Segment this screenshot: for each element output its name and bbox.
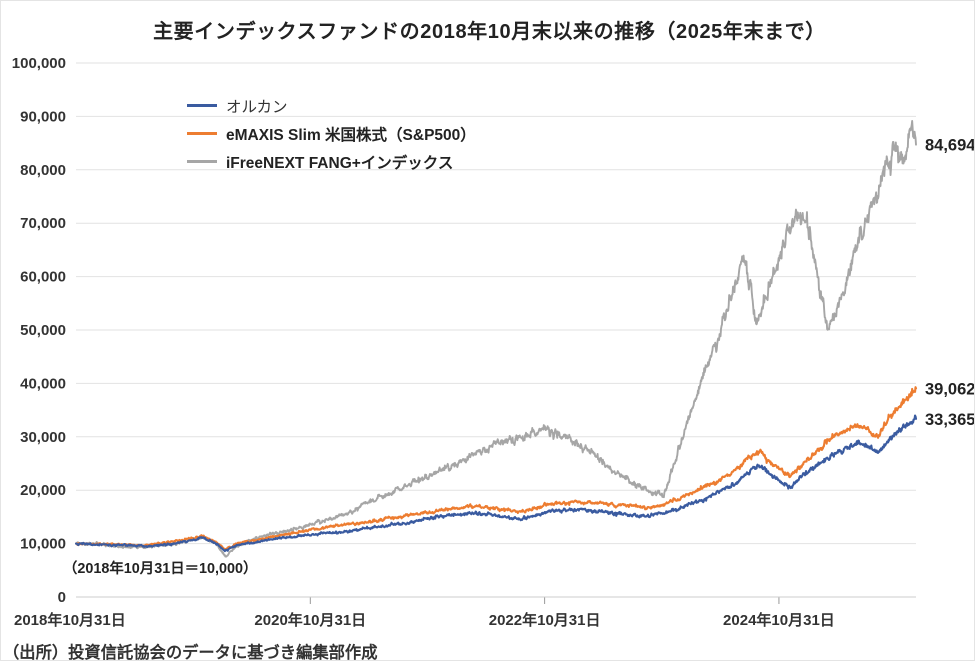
svg-text:30,000: 30,000 xyxy=(20,429,66,446)
svg-text:2018年10月31日: 2018年10月31日 xyxy=(14,611,126,629)
svg-text:2024年10月31日: 2024年10月31日 xyxy=(723,611,835,629)
svg-text:60,000: 60,000 xyxy=(20,269,66,286)
svg-text:100,000: 100,000 xyxy=(12,55,66,72)
svg-text:40,000: 40,000 xyxy=(20,375,66,392)
svg-text:70,000: 70,000 xyxy=(20,215,66,232)
svg-text:50,000: 50,000 xyxy=(20,322,66,339)
svg-text:84,694: 84,694 xyxy=(925,137,975,155)
svg-text:10,000: 10,000 xyxy=(20,536,66,553)
svg-text:33,365: 33,365 xyxy=(925,411,975,429)
svg-text:2020年10月31日: 2020年10月31日 xyxy=(254,611,366,629)
svg-text:20,000: 20,000 xyxy=(20,482,66,499)
svg-text:80,000: 80,000 xyxy=(20,162,66,179)
svg-text:0: 0 xyxy=(58,589,66,606)
svg-text:2022年10月31日: 2022年10月31日 xyxy=(489,611,601,629)
svg-text:39,062: 39,062 xyxy=(925,380,975,398)
svg-text:90,000: 90,000 xyxy=(20,108,66,125)
